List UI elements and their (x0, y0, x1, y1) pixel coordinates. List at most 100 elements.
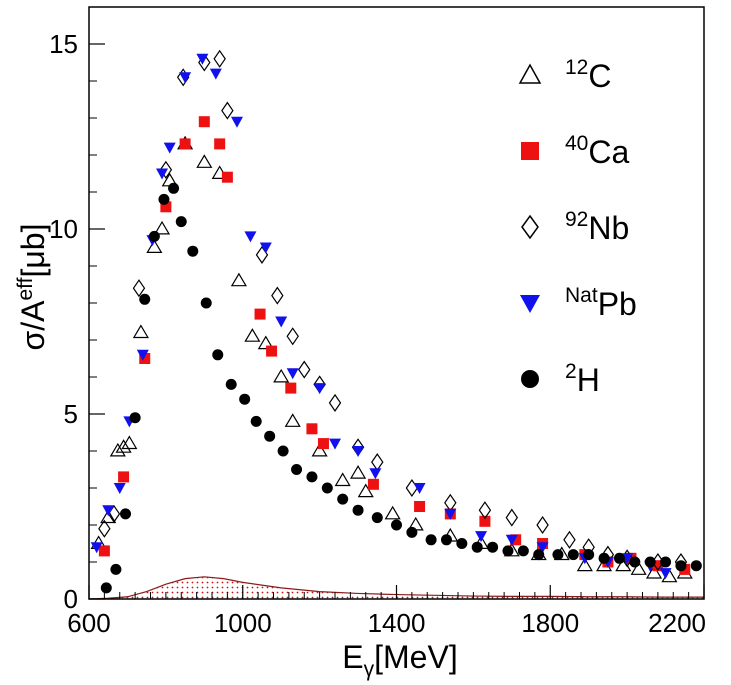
data-point (456, 538, 468, 549)
data-point (286, 327, 299, 346)
data-point (291, 464, 303, 475)
data-point (244, 231, 257, 243)
legend-entry-92Nb: 92Nb (521, 208, 629, 246)
series-40Ca (98, 116, 691, 575)
data-point (266, 345, 278, 357)
data-point (102, 505, 115, 517)
data-point (221, 101, 234, 120)
data-point (313, 383, 326, 395)
legend-label: 12C (565, 56, 611, 94)
data-point (652, 560, 664, 572)
data-point (230, 272, 247, 287)
data-point (98, 519, 111, 538)
data-point (286, 368, 299, 380)
legend-label: 2H (565, 360, 600, 398)
data-point (230, 116, 243, 128)
data-point (158, 193, 170, 205)
data-point (369, 468, 382, 480)
data-point (98, 545, 110, 557)
data-point (576, 557, 593, 572)
data-point (583, 549, 595, 561)
series-12C (90, 135, 693, 583)
data-point (200, 297, 212, 309)
y-tick-label: 0 (64, 584, 78, 614)
data-point (209, 68, 222, 80)
data-point (629, 556, 641, 568)
data-point (630, 561, 647, 575)
data-point (502, 545, 514, 557)
data-point (159, 160, 173, 179)
data-point (659, 568, 672, 580)
data-point (213, 49, 226, 68)
data-point (505, 508, 519, 527)
data-point (168, 182, 180, 194)
data-point (413, 483, 426, 494)
data-point (139, 353, 151, 364)
data-point (306, 423, 318, 435)
data-point (334, 472, 351, 487)
data-point (100, 509, 117, 524)
data-point (148, 230, 160, 242)
data-point (371, 453, 384, 472)
x-tick-label: 1800 (521, 608, 579, 638)
x-axis-title: Eγ[MeV] (342, 639, 457, 681)
data-point (645, 564, 663, 579)
data-point (517, 545, 529, 557)
data-point (250, 415, 262, 427)
data-point (440, 534, 452, 546)
data-point (533, 549, 545, 561)
data-point (644, 556, 656, 568)
legend-entry-40Ca: 40Ca (521, 132, 629, 170)
data-point (536, 515, 549, 535)
x-tick-label: 600 (67, 608, 110, 638)
series-2H (100, 182, 702, 594)
data-point (690, 560, 702, 572)
data-point (129, 412, 141, 424)
x-tick-label: 1000 (214, 608, 272, 638)
data-point (110, 563, 122, 575)
data-point (244, 328, 261, 342)
y-tick-label: 10 (49, 214, 78, 244)
data-point (478, 501, 492, 520)
data-point (425, 534, 437, 546)
legend-label: 92Nb (565, 208, 629, 246)
data-point (311, 442, 328, 457)
legend-label: 40Ca (565, 132, 629, 170)
data-point (120, 508, 132, 520)
x-axis-ticks: 600 1000 1400 1800 2200 (67, 585, 706, 638)
data-point (329, 438, 341, 450)
data-point (406, 526, 418, 538)
data-point (405, 478, 419, 498)
data-point (444, 508, 457, 520)
data-point (275, 316, 288, 328)
data-point (328, 393, 342, 412)
data-point (298, 360, 311, 379)
data-point (146, 239, 163, 253)
data-point (367, 478, 379, 490)
data-point (317, 438, 329, 450)
data-point (196, 53, 209, 65)
legend-marker (521, 370, 539, 388)
data-point (391, 519, 402, 531)
legend: 12C 40Ca 92Nb NatPb 2H (518, 56, 637, 398)
y-tick-label: 15 (49, 29, 78, 59)
data-point (221, 171, 233, 183)
data-point (156, 168, 169, 180)
data-point (487, 541, 499, 553)
legend-marker (520, 295, 540, 313)
data-point (132, 279, 146, 298)
data-point (196, 154, 213, 168)
data-point (384, 505, 401, 520)
data-point (371, 512, 383, 524)
data-point (115, 439, 132, 453)
data-point (675, 560, 687, 572)
legend-entry-2H: 2H (521, 360, 600, 398)
data-point (198, 116, 210, 128)
data-series (90, 49, 702, 594)
data-point (284, 413, 301, 427)
data-point (414, 501, 426, 512)
data-point (277, 445, 289, 457)
data-point (598, 552, 610, 564)
data-point (179, 138, 191, 150)
